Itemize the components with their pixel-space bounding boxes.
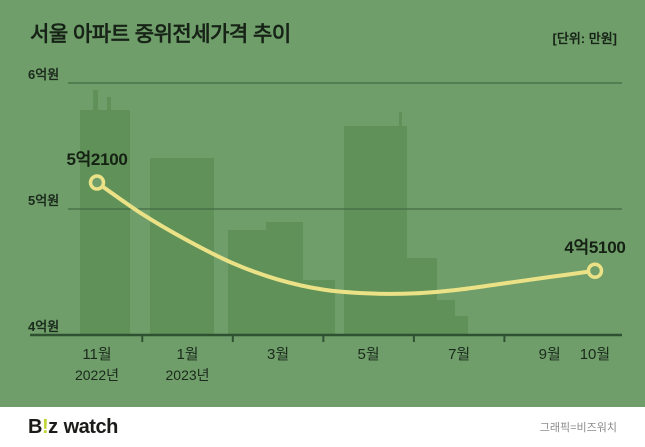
x-axis-label: 5월	[357, 346, 380, 363]
data-point-marker	[586, 262, 604, 279]
axes-grid	[30, 82, 622, 342]
y-axis-label: 4억원	[28, 319, 60, 334]
x-axis-label: 11월	[82, 346, 112, 363]
data-point-marker	[88, 174, 106, 191]
logo-exclamation-accent: !	[41, 415, 49, 438]
x-axis-year-label: 2022년	[74, 367, 120, 383]
price-line-series	[88, 174, 604, 296]
credit-text: 그래픽=비즈워치	[539, 422, 617, 434]
chart-title: 서울 아파트 중위전세가격 추이	[30, 23, 291, 46]
logo-letter-z: z	[48, 415, 58, 438]
bizwatch-logo: B!z watch	[28, 416, 118, 439]
y-axis-label: 5억원	[28, 193, 60, 208]
data-value-label: 4억5100	[564, 237, 626, 257]
footer: B!z watch 그래픽=비즈워치	[0, 407, 645, 447]
data-value-label: 5억2100	[66, 149, 128, 169]
x-axis-label: 9월	[538, 346, 561, 363]
x-axis-label: 7월	[448, 346, 471, 363]
x-axis-year-label: 2023년	[165, 367, 210, 383]
price-line	[95, 180, 597, 296]
y-axis-label: 6억원	[28, 67, 60, 82]
x-axis-label: 3월	[267, 346, 290, 363]
header: 서울 아파트 중위전세가격 추이 [단위: 만원]	[0, 0, 645, 60]
x-axis-label: 1월	[176, 346, 199, 363]
x-axis-label: 10월	[579, 346, 611, 363]
unit-label: [단위: 만원]	[552, 31, 617, 46]
chart-canvas	[30, 82, 622, 342]
logo-letter-b: B	[28, 415, 42, 438]
logo-word-watch: watch	[63, 415, 119, 438]
